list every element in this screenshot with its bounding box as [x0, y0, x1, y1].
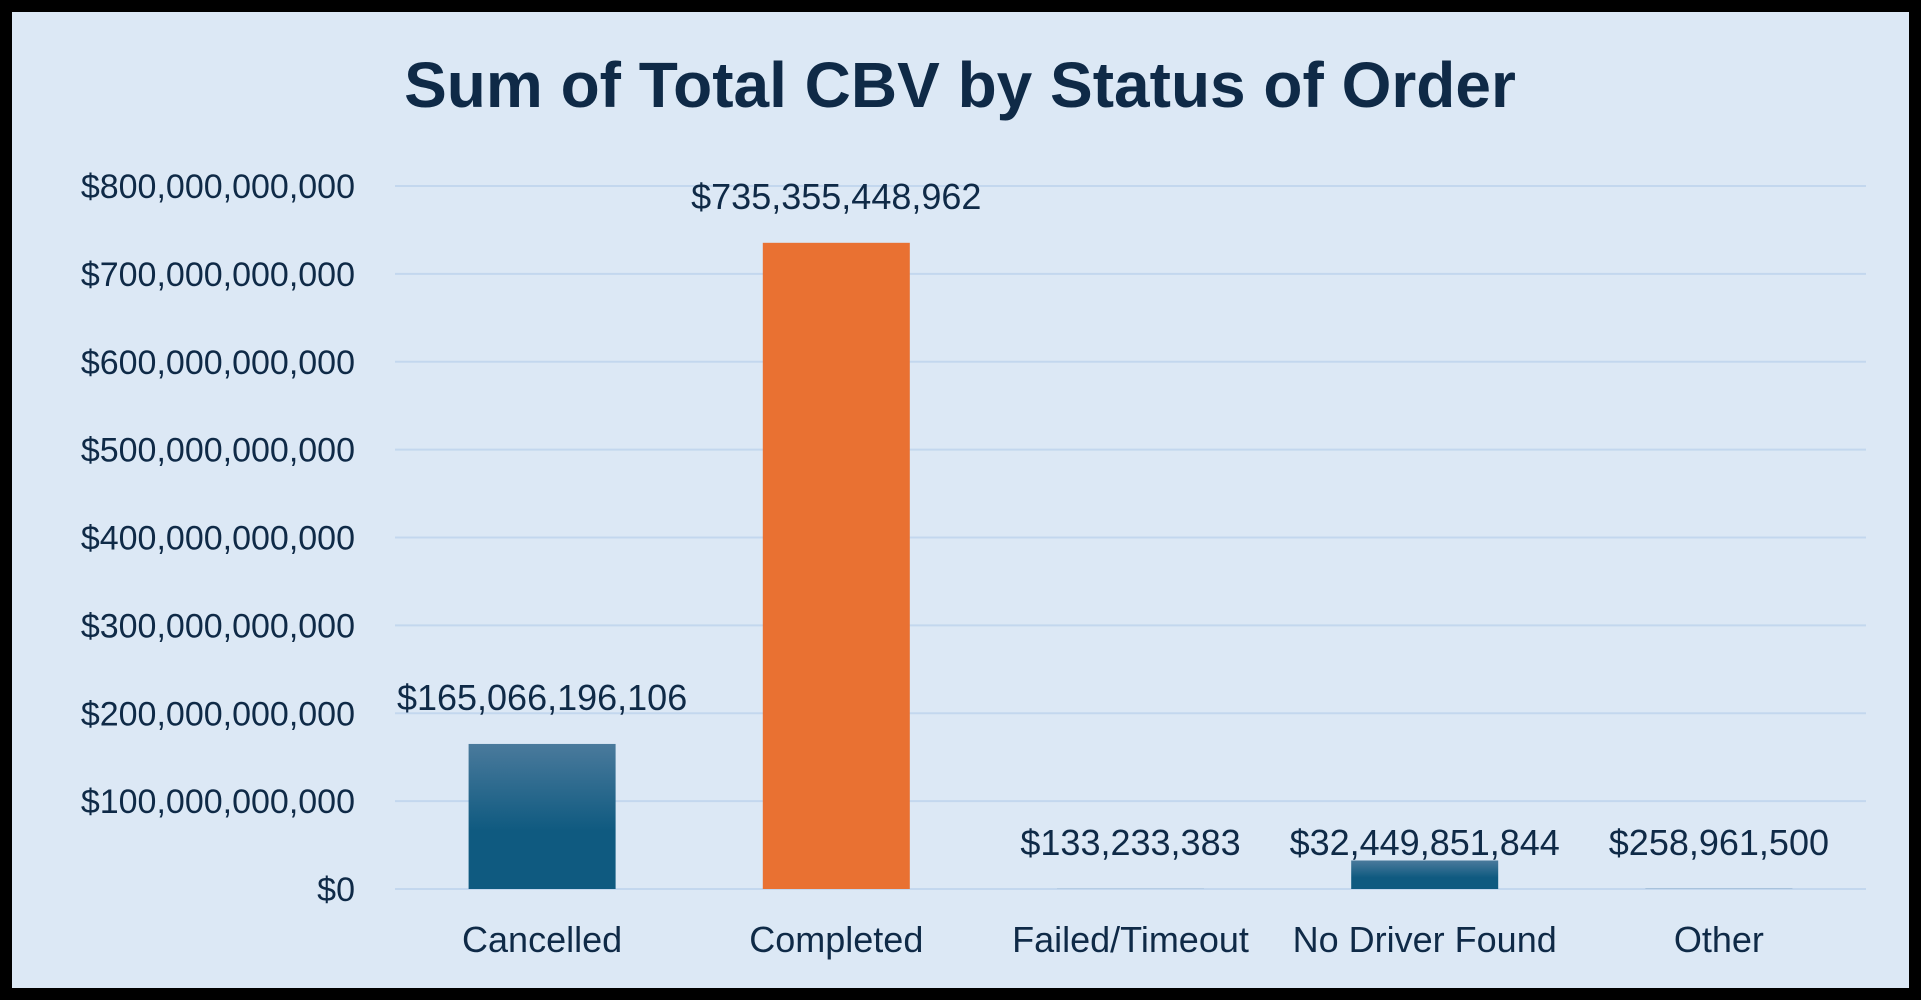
data-labels: $165,066,196,106 $735,355,448,962 $133,233… [397, 176, 1829, 863]
y-tick-label: $400,000,000,000 [81, 520, 355, 558]
data-label: $133,233,383 [1020, 822, 1240, 863]
x-axis-category-labels: Cancelled Completed Failed/Timeout No Drive… [462, 919, 1764, 960]
data-label: $32,449,851,844 [1290, 822, 1560, 863]
gridlines [395, 185, 1866, 890]
x-category-label: Other [1674, 919, 1764, 960]
bar-no-driver-found [1351, 860, 1499, 889]
y-axis-tick-labels: $0 $100,000,000,000 $200,000,000,000 $300,0… [81, 168, 355, 909]
bar-cancelled [468, 743, 616, 889]
y-tick-label: $500,000,000,000 [81, 432, 355, 470]
bar-completed [762, 242, 910, 889]
data-label: $735,355,448,962 [691, 176, 981, 217]
y-tick-label: $700,000,000,000 [81, 256, 355, 294]
y-tick-label: $200,000,000,000 [81, 695, 355, 733]
x-category-label: No Driver Found [1293, 919, 1557, 960]
x-category-label: Completed [749, 919, 923, 960]
x-category-label: Cancelled [462, 919, 622, 960]
chart-title: Sum of Total CBV by Status of Order [404, 49, 1516, 121]
bars [468, 242, 1793, 889]
data-label: $258,961,500 [1609, 822, 1829, 863]
y-tick-label: $0 [317, 871, 355, 909]
x-category-label: Failed/Timeout [1012, 919, 1249, 960]
y-tick-label: $600,000,000,000 [81, 344, 355, 382]
data-label: $165,066,196,106 [397, 677, 687, 718]
y-tick-label: $300,000,000,000 [81, 607, 355, 645]
y-tick-label: $800,000,000,000 [81, 168, 355, 206]
y-tick-label: $100,000,000,000 [81, 783, 355, 821]
